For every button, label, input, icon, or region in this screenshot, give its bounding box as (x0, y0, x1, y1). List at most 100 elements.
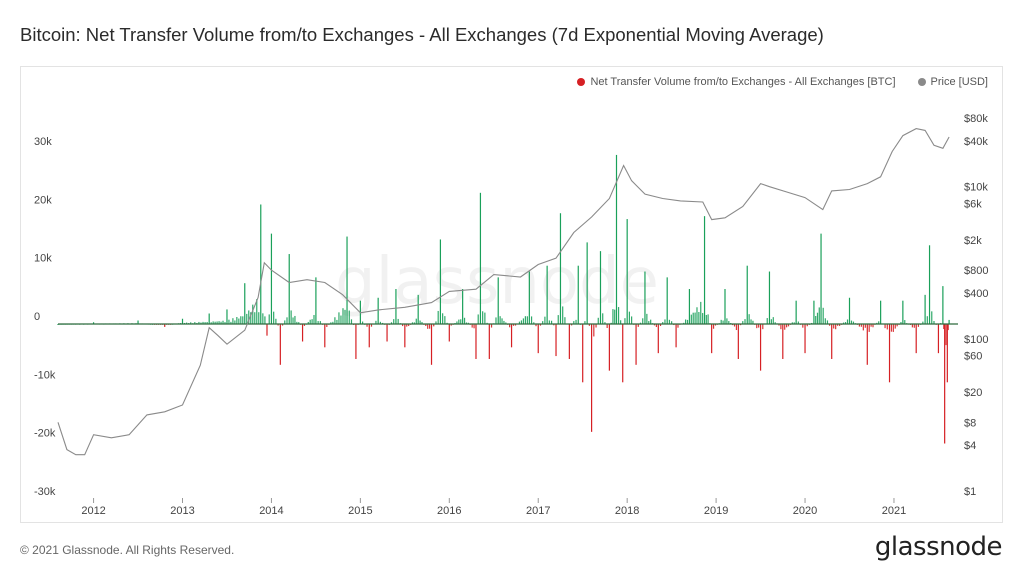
flow-bar (230, 321, 232, 324)
flow-bar (631, 316, 633, 324)
flow-bar (262, 313, 264, 324)
flow-bar (460, 319, 462, 324)
watermark: glassnode (335, 245, 660, 319)
flow-bar (584, 321, 586, 324)
flow-bar (700, 301, 702, 324)
flow-bar (518, 321, 521, 324)
flow-bar (375, 320, 377, 324)
flow-bar (279, 324, 281, 365)
flow-bar (933, 321, 935, 324)
flow-bar (653, 324, 656, 326)
flow-bar (782, 324, 784, 359)
flow-bar (793, 322, 795, 324)
y-left-tick-label: -10k (34, 369, 56, 381)
flow-bar (526, 316, 528, 324)
flow-bar (816, 312, 819, 324)
flow-bar (238, 318, 240, 324)
flow-bar (510, 324, 513, 348)
flow-bar (931, 311, 933, 324)
flow-bar (622, 324, 624, 383)
flow-bar (539, 324, 542, 326)
flow-bar (690, 314, 692, 324)
flow-bar (514, 324, 517, 326)
flow-bar (666, 277, 668, 324)
flow-bar (198, 321, 200, 324)
flow-bar (795, 300, 797, 324)
flow-bar (911, 324, 913, 328)
flow-bar (606, 324, 608, 328)
flow-bar (642, 318, 644, 324)
flow-bar (467, 322, 469, 324)
flow-bar (703, 216, 706, 324)
flow-bar (224, 322, 226, 324)
flow-bar (448, 324, 450, 342)
flow-bar (698, 312, 700, 324)
flow-bar (604, 322, 606, 324)
flow-bar (662, 322, 664, 324)
x-tick-label: 2012 (81, 505, 105, 517)
flow-bar (702, 313, 704, 324)
flow-bar (826, 320, 829, 324)
flow-bar (228, 319, 230, 324)
chart-panel (20, 66, 1003, 523)
flow-bar (886, 324, 888, 330)
legend-item-net-transfer[interactable]: Net Transfer Volume from/to Exchanges - … (577, 76, 896, 88)
x-tick-label: 2020 (793, 505, 817, 517)
flow-bar (260, 204, 262, 324)
flow-bar (379, 321, 381, 324)
flow-bar (429, 324, 431, 329)
flow-bar (735, 324, 738, 331)
legend-item-price[interactable]: Price [USD] (917, 76, 988, 88)
flow-bar (557, 315, 559, 324)
flow-bar (675, 324, 677, 348)
flow-bar (350, 319, 353, 324)
flow-bar (294, 315, 296, 324)
glassnode-logo[interactable]: glassnode (874, 532, 1003, 562)
flow-bar (284, 320, 286, 324)
flow-bar (368, 324, 370, 348)
flow-bar (296, 321, 298, 324)
y-right-tick-label: $100 (964, 334, 988, 346)
flow-bar (240, 316, 242, 324)
flow-bar (677, 324, 679, 328)
flow-bar (505, 322, 507, 324)
flow-bar (837, 324, 839, 326)
flow-bar (435, 321, 437, 324)
flow-bar (797, 321, 799, 324)
flow-bar (450, 324, 452, 326)
flow-bar (559, 213, 562, 324)
flow-bar (290, 310, 292, 324)
y-right-tick-label: $80k (964, 113, 988, 125)
flow-bar (524, 316, 526, 324)
flow-bar (750, 319, 752, 324)
flow-bar (904, 320, 906, 324)
flow-bar (900, 322, 902, 324)
flow-bar (301, 324, 304, 342)
flow-bar (463, 317, 466, 324)
flow-bar (475, 324, 477, 359)
flow-bar (415, 318, 417, 324)
flow-bar (286, 317, 288, 324)
flow-bar (218, 321, 220, 324)
flow-bar (726, 318, 728, 324)
flow-bar (846, 319, 849, 324)
flow-bar (244, 283, 246, 324)
flow-bar (774, 322, 776, 324)
flow-bar (737, 324, 739, 359)
flow-bar (813, 300, 815, 324)
y-right-tick-label: $60 (964, 351, 982, 363)
flow-bar (835, 324, 837, 330)
flow-bar (92, 322, 95, 324)
flow-bar (922, 321, 924, 324)
flow-bar (864, 324, 866, 328)
flow-bar (562, 306, 564, 324)
flow-bar (608, 324, 610, 371)
flow-bar (288, 254, 290, 324)
flow-bar (248, 310, 250, 324)
flow-bar (501, 318, 503, 324)
flow-bar (553, 324, 555, 326)
flow-bar (890, 324, 893, 332)
legend-dot-net-transfer (577, 78, 586, 86)
flow-bar (694, 312, 696, 324)
flow-bar (477, 314, 479, 324)
